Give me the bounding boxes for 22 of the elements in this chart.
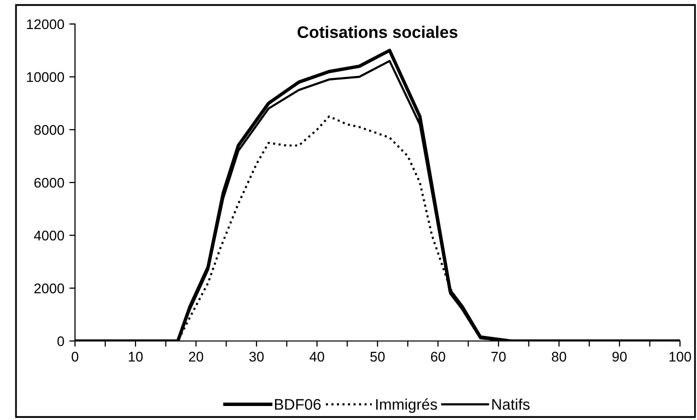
y-tick-label: 10000: [27, 72, 64, 82]
legend-label: Natifs: [492, 398, 530, 410]
x-tick-label: 60: [430, 352, 446, 362]
legend-label: Immigrés: [376, 398, 438, 413]
chart-title: Cotisations sociales: [298, 26, 458, 38]
x-tick-label: 90: [612, 352, 627, 362]
y-tick-label: 2000: [34, 284, 64, 294]
y-tick-label: 8000: [34, 125, 64, 135]
legend-label: BDF06: [275, 399, 321, 410]
x-tick-label: 80: [552, 352, 566, 362]
y-tick-label: 12000: [27, 19, 64, 30]
x-tick-label: 100: [669, 352, 692, 362]
x-tick-label: 10: [128, 352, 143, 362]
x-tick-label: 0: [72, 352, 78, 362]
x-tick-label: 20: [188, 352, 204, 362]
y-tick-label: 0: [57, 336, 64, 346]
x-tick-label: 30: [249, 352, 264, 362]
y-tick-label: 6000: [34, 178, 64, 188]
x-tick-label: 70: [491, 352, 506, 362]
x-tick-label: 40: [310, 352, 324, 362]
y-tick-label: 4000: [34, 230, 64, 241]
x-tick-label: 50: [370, 352, 385, 362]
